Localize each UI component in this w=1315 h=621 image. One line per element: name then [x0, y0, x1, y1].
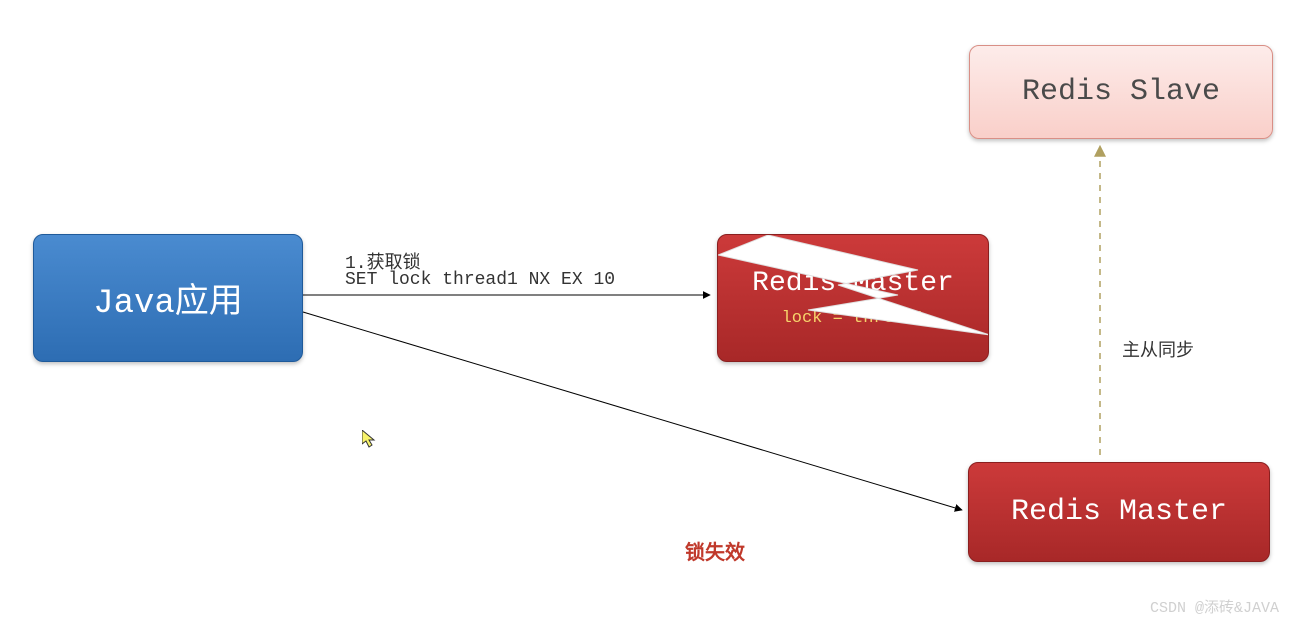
watermark: CSDN @添砖&JAVA — [1150, 596, 1279, 617]
sync-label: 主从同步 — [1122, 336, 1194, 362]
redis-slave-label: Redis Slave — [1022, 75, 1220, 109]
redis-slave-node: Redis Slave — [969, 45, 1273, 139]
lock-fail-label: 锁失效 — [685, 536, 745, 566]
edge1-label-line2: SET lock thread1 NX EX 10 — [345, 270, 615, 290]
mouse-cursor-icon — [362, 430, 378, 450]
redis-new-master-node: Redis Master — [968, 462, 1270, 562]
java-app-node: Java应用 — [33, 234, 303, 362]
java-app-label: Java应用 — [93, 273, 243, 323]
lightning-icon — [718, 235, 988, 361]
redis-new-master-label: Redis Master — [1011, 495, 1227, 529]
redis-old-master-node: Redis Master lock = thread1 — [717, 234, 989, 362]
